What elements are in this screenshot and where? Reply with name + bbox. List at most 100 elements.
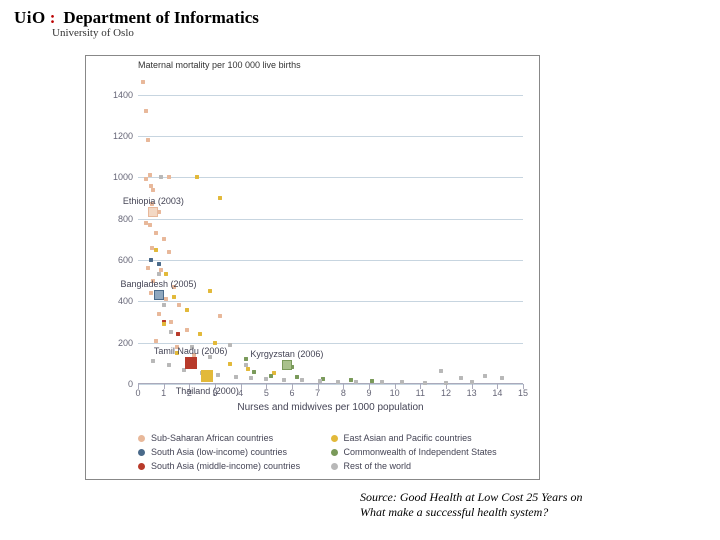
- data-point: [157, 312, 161, 316]
- chart-title: Maternal mortality per 100 000 live birt…: [138, 60, 301, 70]
- x-tick-label: 4: [238, 388, 243, 398]
- legend-swatch: [331, 463, 338, 470]
- data-point: [380, 380, 384, 384]
- data-point: [146, 138, 150, 142]
- data-point: [252, 370, 256, 374]
- legend-label: Rest of the world: [344, 461, 412, 471]
- data-point: [370, 379, 374, 383]
- data-point: [400, 380, 404, 384]
- x-tick-label: 10: [390, 388, 400, 398]
- x-tick-label: 6: [289, 388, 294, 398]
- x-tick-label: 5: [264, 388, 269, 398]
- data-point: [444, 381, 448, 385]
- x-tick-label: 11: [416, 388, 425, 398]
- x-tick-label: 0: [135, 388, 140, 398]
- data-point: [218, 196, 222, 200]
- callout-label: Kyrgyzstan (2006): [250, 349, 323, 359]
- data-point: [167, 250, 171, 254]
- data-point: [228, 343, 232, 347]
- legend-item: East Asian and Pacific countries: [331, 433, 524, 443]
- y-tick-label: 0: [103, 379, 133, 389]
- x-tick-label: 1: [161, 388, 166, 398]
- x-tick-label: 14: [492, 388, 502, 398]
- data-point: [151, 188, 155, 192]
- y-tick-label: 400: [103, 296, 133, 306]
- legend-label: Sub-Saharan African countries: [151, 433, 273, 443]
- data-point: [164, 272, 168, 276]
- legend-swatch: [331, 449, 338, 456]
- university-name: University of Oslo: [52, 27, 259, 39]
- data-point: [244, 363, 248, 367]
- data-point: [216, 373, 220, 377]
- data-point: [149, 258, 153, 262]
- callout-label: Thailand (2000): [176, 386, 239, 396]
- callout-marker: [185, 357, 197, 369]
- x-tick-label: 15: [518, 388, 528, 398]
- data-point: [176, 332, 180, 336]
- data-point: [167, 363, 171, 367]
- data-point: [269, 374, 273, 378]
- data-point: [172, 295, 176, 299]
- data-point: [169, 330, 173, 334]
- uio-colon: :: [50, 8, 56, 28]
- y-gridline: [138, 95, 523, 96]
- y-gridline: [138, 343, 523, 344]
- data-point: [154, 339, 158, 343]
- data-point: [148, 223, 152, 227]
- data-point: [234, 375, 238, 379]
- data-point: [354, 380, 358, 384]
- data-point: [162, 322, 166, 326]
- y-gridline: [138, 219, 523, 220]
- data-point: [336, 380, 340, 384]
- legend-label: East Asian and Pacific countries: [344, 433, 472, 443]
- data-point: [144, 177, 148, 181]
- data-point: [228, 362, 232, 366]
- y-gridline: [138, 136, 523, 137]
- data-point: [349, 378, 353, 382]
- data-point: [282, 378, 286, 382]
- legend-item: Commonwealth of Independent States: [331, 447, 524, 457]
- legend: Sub-Saharan African countries East Asian …: [138, 433, 523, 471]
- data-point: [148, 173, 152, 177]
- legend-label: Commonwealth of Independent States: [344, 447, 497, 457]
- data-point: [218, 314, 222, 318]
- source-line-2: What make a successful health system?: [360, 505, 660, 520]
- legend-item: South Asia (middle-income) countries: [138, 461, 331, 471]
- legend-label: South Asia (middle-income) countries: [151, 461, 300, 471]
- y-tick-label: 1200: [103, 131, 133, 141]
- source-citation: Source: Good Health at Low Cost 25 Years…: [360, 490, 660, 520]
- y-tick-label: 800: [103, 214, 133, 224]
- data-point: [157, 262, 161, 266]
- legend-swatch: [138, 449, 145, 456]
- data-point: [470, 380, 474, 384]
- legend-swatch: [138, 435, 145, 442]
- y-tick-label: 1400: [103, 90, 133, 100]
- data-point: [423, 381, 427, 385]
- callout-marker: [201, 370, 213, 382]
- y-tick-label: 200: [103, 338, 133, 348]
- legend-item: Rest of the world: [331, 461, 524, 471]
- legend-label: South Asia (low-income) countries: [151, 447, 287, 457]
- legend-item: Sub-Saharan African countries: [138, 433, 331, 443]
- data-point: [154, 248, 158, 252]
- data-point: [318, 379, 322, 383]
- data-point: [249, 376, 253, 380]
- y-gridline: [138, 301, 523, 302]
- page-header: UiO: Department of Informatics Universit…: [14, 8, 259, 39]
- data-point: [146, 266, 150, 270]
- legend-swatch: [331, 435, 338, 442]
- source-line-1: Source: Good Health at Low Cost 25 Years…: [360, 490, 660, 505]
- data-point: [459, 376, 463, 380]
- x-tick-label: 12: [441, 388, 451, 398]
- data-point: [213, 341, 217, 345]
- x-tick-label: 13: [467, 388, 477, 398]
- data-point: [149, 291, 153, 295]
- data-point: [151, 359, 155, 363]
- callout-marker: [154, 290, 164, 300]
- data-point: [144, 109, 148, 113]
- data-point: [154, 231, 158, 235]
- data-point: [169, 320, 173, 324]
- callout-label: Tamil Nadu (2006): [154, 346, 228, 356]
- legend-swatch: [138, 463, 145, 470]
- data-point: [500, 376, 504, 380]
